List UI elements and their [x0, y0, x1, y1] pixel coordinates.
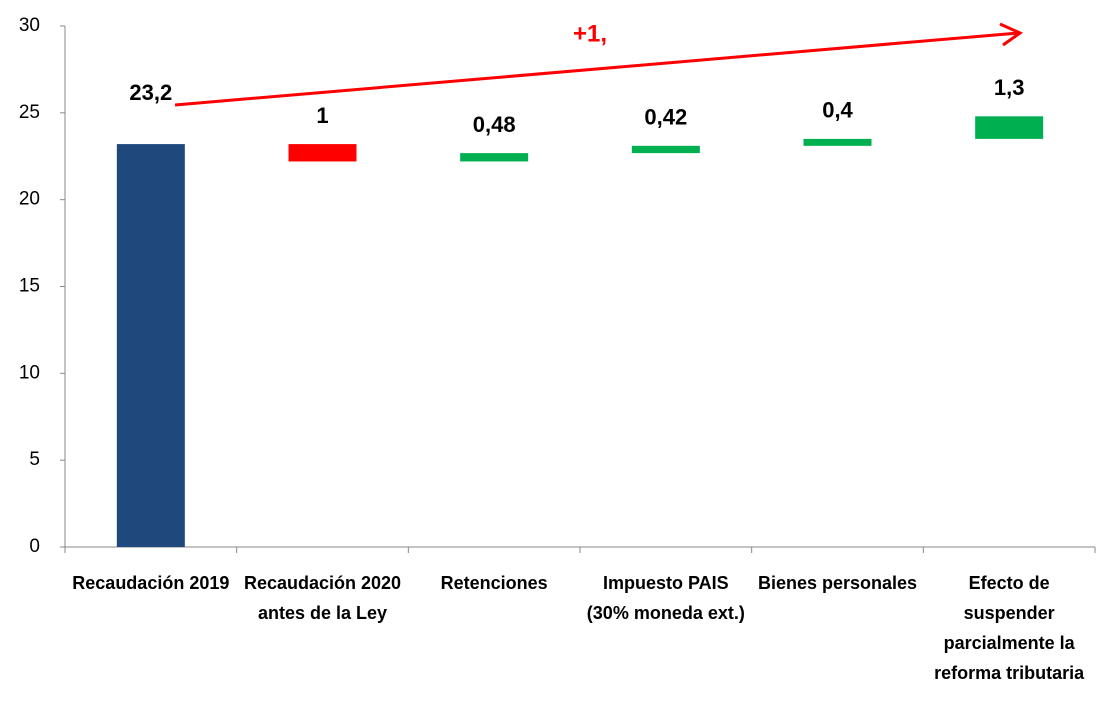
- value-label: 0,42: [644, 105, 687, 130]
- x-tick-label: Retenciones: [440, 573, 548, 593]
- y-tick-label: 20: [19, 189, 40, 210]
- bar: [288, 144, 357, 162]
- annotation: +1,: [573, 20, 607, 47]
- y-tick-label: 15: [19, 276, 40, 297]
- y-tick-label: 10: [19, 362, 40, 383]
- value-label: 0,48: [473, 112, 516, 137]
- bar: [975, 116, 1044, 139]
- bar: [631, 145, 700, 154]
- value-label: 1: [316, 103, 328, 128]
- arrow-head: [999, 22, 1024, 47]
- y-tick-label: 0: [29, 536, 40, 557]
- bar: [803, 138, 872, 146]
- y-tick-label: 25: [19, 102, 40, 123]
- x-tick-label: Recaudación 2019: [72, 573, 230, 593]
- bar: [460, 153, 529, 162]
- x-tick-label: Bienes personales: [757, 573, 918, 593]
- x-tick-label: Impuesto PAIS (30% moneda ext.): [586, 573, 745, 623]
- y-tick-label: 30: [19, 15, 40, 36]
- value-label: 0,4: [822, 98, 853, 123]
- y-tick-label: 5: [29, 449, 40, 470]
- arrow-line: [174, 31, 1019, 107]
- arrow: [174, 22, 1024, 107]
- value-label: 23,2: [129, 80, 172, 105]
- x-tick-label: Efecto de suspender parcialmente la refo…: [934, 573, 1085, 683]
- value-label: 1,3: [994, 75, 1025, 100]
- bar: [116, 144, 185, 548]
- x-tick-label: Recaudación 2020 antes de la Ley: [243, 573, 402, 623]
